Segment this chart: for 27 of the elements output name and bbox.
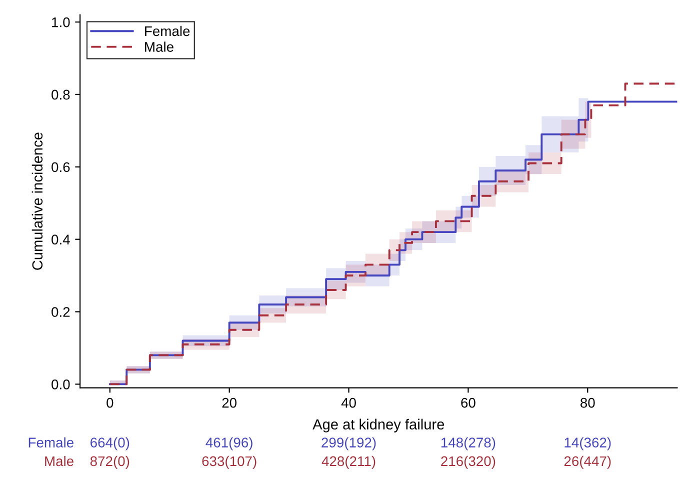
y-tick-label: 0.4 [52, 234, 70, 244]
x-tick-label: 80 [580, 398, 595, 408]
x-axis-title: Age at kidney failure [312, 418, 444, 432]
legend-label: Female [145, 26, 190, 36]
y-tick-label: 0.2 [52, 307, 70, 317]
text: 633(107) [202, 456, 256, 469]
x-tick-label: 60 [461, 398, 476, 408]
text: 664(0) [90, 437, 130, 450]
y-tick-label: 0.8 [52, 90, 70, 100]
text: 148(278) [441, 437, 496, 450]
y-tick-label: 0.0 [52, 380, 70, 390]
text: 26(447) [564, 456, 611, 469]
text: 299(192) [322, 437, 376, 450]
text: Male [45, 456, 74, 466]
x-tick-label: 40 [341, 398, 356, 408]
text: 14(362) [564, 437, 611, 450]
x-tick-label: 0 [106, 398, 114, 408]
y-axis-title: Cumulative incidence [32, 132, 43, 270]
y-tick-label: 1.0 [52, 17, 70, 28]
x-tick-label: 20 [222, 398, 237, 408]
text: 428(211) [322, 456, 376, 469]
text: Female [28, 437, 74, 448]
text: 216(320) [441, 456, 496, 469]
legend-label: Male [145, 42, 174, 52]
text: 461(96) [206, 437, 252, 450]
y-tick-label: 0.6 [52, 162, 70, 172]
text: 872(0) [90, 456, 130, 469]
